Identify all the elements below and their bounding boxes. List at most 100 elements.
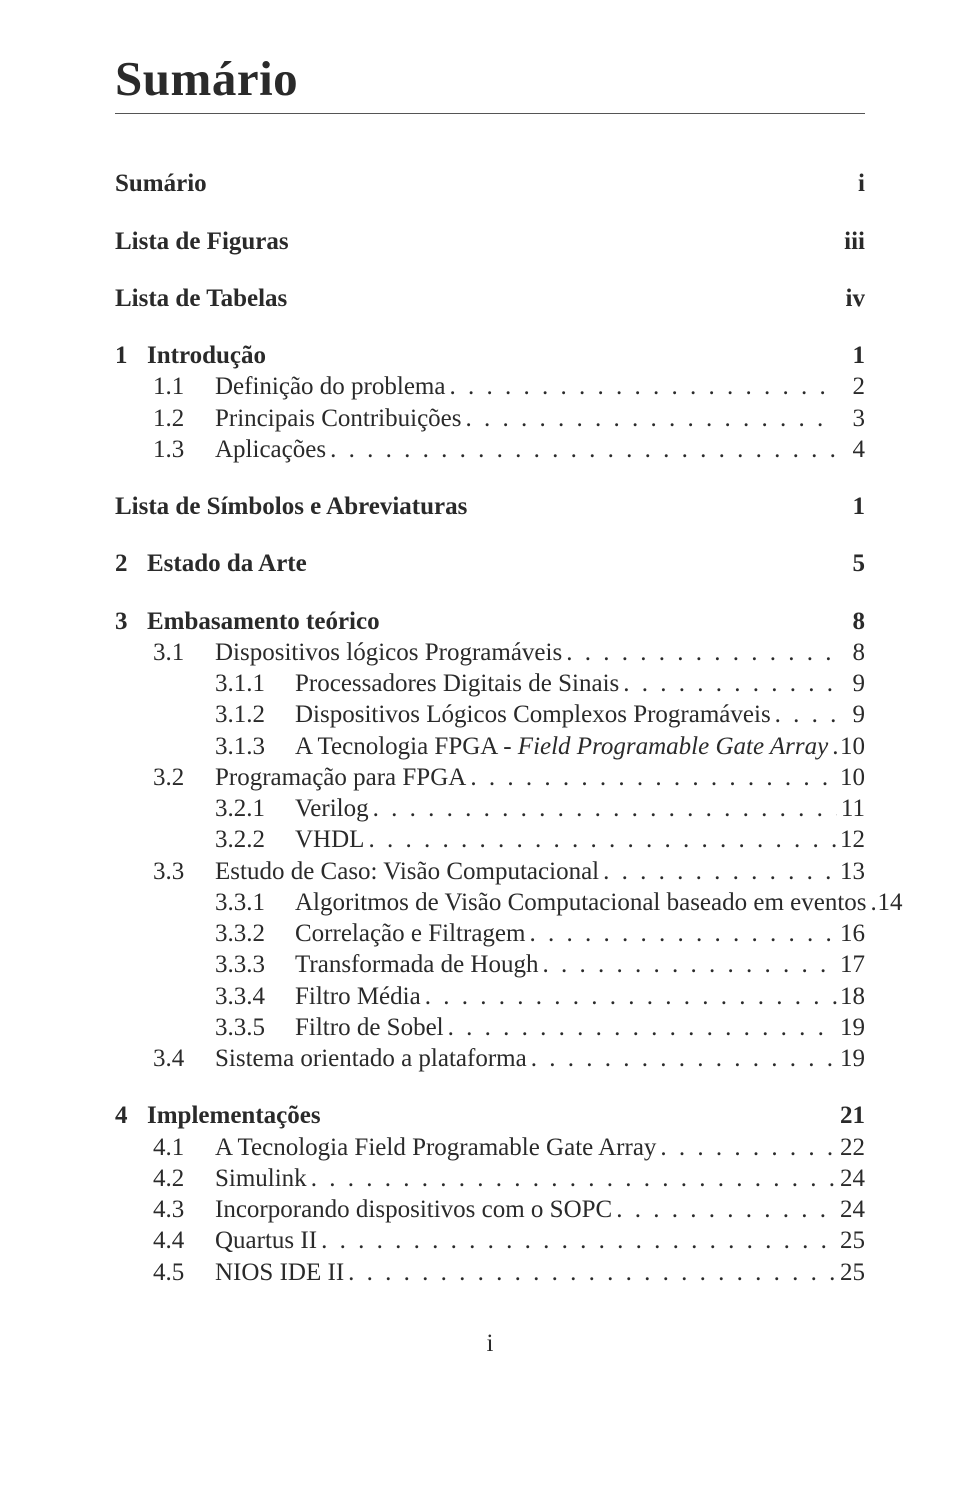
toc-leader-dots xyxy=(317,1225,837,1256)
toc-number: 3.1.2 xyxy=(215,699,295,730)
toc-gap xyxy=(115,522,865,548)
toc-leader-dots xyxy=(466,762,837,793)
toc-row: Lista de Figurasiii xyxy=(115,226,865,257)
toc-label: Estado da Arte xyxy=(147,548,307,579)
toc-row: 1Introdução1 xyxy=(115,340,865,371)
toc-leader-dots xyxy=(612,1194,837,1225)
toc-page: 22 xyxy=(837,1132,865,1163)
toc-page: 25 xyxy=(837,1257,865,1288)
toc-page: 1 xyxy=(837,340,865,371)
toc-row: 3.3.2Correlação e Filtragem 16 xyxy=(115,918,865,949)
toc-number: 1 xyxy=(115,340,147,371)
toc-page: 1 xyxy=(837,491,865,522)
toc-label: Algoritmos de Visão Computacional basead… xyxy=(295,887,867,918)
toc-page: 17 xyxy=(837,949,865,980)
toc-row: 4.4Quartus II 25 xyxy=(115,1225,865,1256)
table-of-contents: SumárioiLista de FigurasiiiLista de Tabe… xyxy=(115,168,865,1288)
toc-row: 3.2.1Verilog11 xyxy=(115,793,865,824)
page-title: Sumário xyxy=(115,48,865,109)
toc-row: 3.4Sistema orientado a plataforma19 xyxy=(115,1043,865,1074)
toc-row: 3Embasamento teórico8 xyxy=(115,606,865,637)
toc-label: Definição do problema xyxy=(215,371,445,402)
toc-number: 2 xyxy=(115,548,147,579)
toc-row: 3.1Dispositivos lógicos Programáveis8 xyxy=(115,637,865,668)
toc-page: 13 xyxy=(837,856,865,887)
toc-number: 4.3 xyxy=(153,1194,215,1225)
toc-label: Principais Contribuições xyxy=(215,403,462,434)
toc-label: Quartus II xyxy=(215,1225,317,1256)
toc-leader-dots xyxy=(562,637,837,668)
toc-number: 3.2 xyxy=(153,762,215,793)
toc-row: 3.3.3Transformada de Hough17 xyxy=(115,949,865,980)
toc-row: 4.2Simulink24 xyxy=(115,1163,865,1194)
toc-leader-dots xyxy=(462,403,838,434)
toc-number: 4.1 xyxy=(153,1132,215,1163)
toc-number: 3.1.3 xyxy=(215,731,295,762)
toc-number: 3.3.5 xyxy=(215,1012,295,1043)
toc-number: 3.3.2 xyxy=(215,918,295,949)
toc-row: 3.1.2Dispositivos Lógicos Complexos Prog… xyxy=(115,699,865,730)
toc-row: 4.1A Tecnologia Field Programable Gate A… xyxy=(115,1132,865,1163)
toc-number: 3.2.2 xyxy=(215,824,295,855)
toc-row: 4.3Incorporando dispositivos com o SOPC2… xyxy=(115,1194,865,1225)
toc-label: Programação para FPGA xyxy=(215,762,466,793)
toc-leader-dots xyxy=(527,1043,837,1074)
toc-label: A Tecnologia FPGA - Field Programable Ga… xyxy=(295,731,828,762)
toc-number: 3.3.4 xyxy=(215,981,295,1012)
toc-leader-dots xyxy=(326,434,837,465)
toc-label: Introdução xyxy=(147,340,266,371)
toc-number: 3.1.1 xyxy=(215,668,295,699)
toc-page: 16 xyxy=(837,918,865,949)
toc-label: Dispositivos Lógicos Complexos Programáv… xyxy=(295,699,771,730)
toc-number: 3 xyxy=(115,606,147,637)
toc-label: Filtro Média xyxy=(295,981,421,1012)
toc-page: 12 xyxy=(837,824,865,855)
toc-page: 19 xyxy=(837,1012,865,1043)
toc-label: Simulink xyxy=(215,1163,307,1194)
toc-row: 3.1.1Processadores Digitais de Sinais9 xyxy=(115,668,865,699)
toc-number: 4.5 xyxy=(153,1257,215,1288)
toc-leader-dots xyxy=(369,793,837,824)
toc-gap xyxy=(115,200,865,226)
toc-number: 4 xyxy=(115,1100,147,1131)
toc-number: 3.1 xyxy=(153,637,215,668)
toc-number: 3.3.3 xyxy=(215,949,295,980)
toc-row: 3.1.3A Tecnologia FPGA - Field Programab… xyxy=(115,731,865,762)
toc-gap xyxy=(115,314,865,340)
toc-gap xyxy=(115,257,865,283)
toc-label: Sumário xyxy=(115,168,207,199)
toc-row: 1.1Definição do problema2 xyxy=(115,371,865,402)
toc-number: 4.4 xyxy=(153,1225,215,1256)
toc-row: 1.3Aplicações 4 xyxy=(115,434,865,465)
toc-page: 25 xyxy=(837,1225,865,1256)
toc-row: 1.2Principais Contribuições3 xyxy=(115,403,865,434)
toc-leader-dots xyxy=(599,856,837,887)
toc-label: Correlação e Filtragem xyxy=(295,918,525,949)
toc-leader-dots xyxy=(444,1012,837,1043)
toc-page: 10 xyxy=(837,731,865,762)
toc-label: Embasamento teórico xyxy=(147,606,380,637)
toc-number: 3.4 xyxy=(153,1043,215,1074)
toc-leader-dots xyxy=(771,699,837,730)
toc-label: Estudo de Caso: Visão Computacional xyxy=(215,856,599,887)
toc-label: NIOS IDE II xyxy=(215,1257,344,1288)
toc-label: Sistema orientado a plataforma xyxy=(215,1043,527,1074)
toc-number: 1.3 xyxy=(153,434,215,465)
toc-leader-dots xyxy=(867,887,875,918)
toc-leader-dots xyxy=(344,1257,837,1288)
toc-row: 4Implementações21 xyxy=(115,1100,865,1131)
toc-page: 3 xyxy=(837,403,865,434)
toc-page: 4 xyxy=(837,434,865,465)
toc-label: VHDL xyxy=(295,824,364,855)
toc-label: Aplicações xyxy=(215,434,326,465)
toc-label: Verilog xyxy=(295,793,369,824)
toc-leader-dots xyxy=(619,668,837,699)
toc-leader-dots xyxy=(828,731,837,762)
toc-page: iv xyxy=(837,283,865,314)
toc-row: 3.3Estudo de Caso: Visão Computacional13 xyxy=(115,856,865,887)
toc-label: Processadores Digitais de Sinais xyxy=(295,668,619,699)
toc-row: 2Estado da Arte5 xyxy=(115,548,865,579)
toc-leader-dots xyxy=(538,949,837,980)
toc-number: 1.1 xyxy=(153,371,215,402)
toc-page: 24 xyxy=(837,1194,865,1225)
